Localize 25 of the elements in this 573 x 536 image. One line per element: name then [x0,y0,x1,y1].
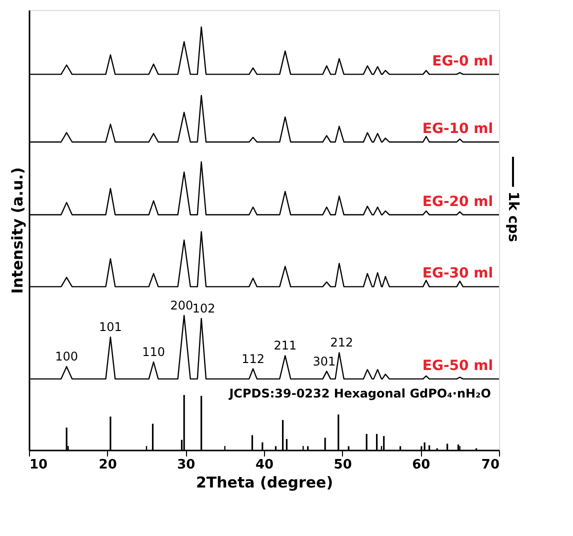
annotation: 102 [192,301,216,316]
annotation: 100 [55,350,78,364]
annotation: 101 [99,320,122,334]
x-tick-label: 20 [98,458,117,472]
x-tick-label: 60 [412,458,430,472]
series-label: EG-30 ml [422,266,493,282]
series-label: EG-10 ml [422,121,493,137]
text: 1k cps [505,192,521,242]
x-tick-label: 50 [334,458,352,472]
x-tick-label: 10 [30,458,48,472]
annotation: 112 [242,352,264,366]
x-axis-title: 2Theta (degree) [196,474,334,492]
annotation: 200 [170,298,194,312]
x-tick-label: 40 [255,458,274,472]
annotation: 211 [274,338,297,353]
y-axis-title: Intensity (a.u.) [8,167,26,294]
x-tick-label: 30 [177,458,196,472]
series-label: EG-50 ml [422,358,493,374]
annotation: JCPDS:39-0232 Hexagonal GdPO₄·nH₂O [228,386,491,401]
series-label: EG-0 ml [432,53,493,70]
annotation: 110 [142,345,166,359]
annotation: 301 [312,354,336,368]
series-label: EG-20 ml [422,194,493,210]
annotation: 212 [330,336,354,350]
x-tick-label: 70 [481,458,500,472]
